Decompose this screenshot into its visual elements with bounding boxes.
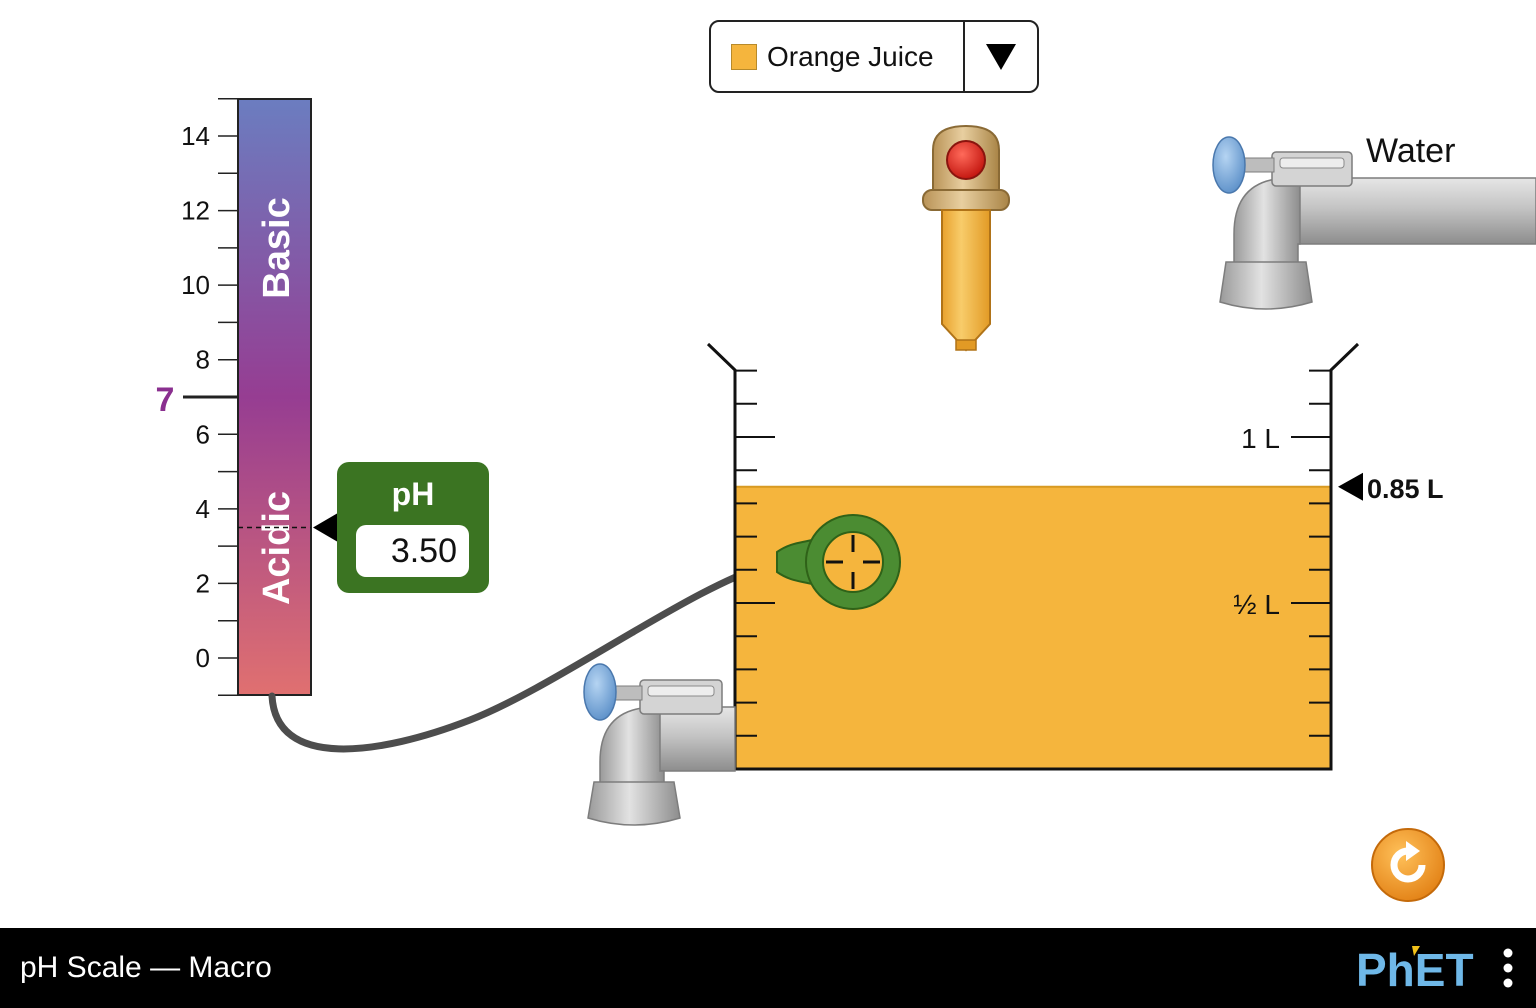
one-liter-label: 1 L <box>1241 423 1280 454</box>
drain-faucet <box>583 663 736 826</box>
ph-meter-readout: pH 3.50 <box>337 462 489 593</box>
beaker-ticks-left <box>735 369 775 737</box>
ph-scale-tick-label: 12 <box>181 196 210 226</box>
dropper-button[interactable] <box>946 140 986 180</box>
ph-scale: 0 2 4 6 8 10 12 14 7 Basic Acidic <box>156 97 337 697</box>
ph-meter-title: pH <box>391 476 435 512</box>
ph-scale-tick-label: 6 <box>196 419 210 449</box>
solute-combo-box[interactable]: Orange Juice <box>709 20 1039 93</box>
ph-scale-tick-label: 2 <box>196 568 210 598</box>
basic-label: Basic <box>256 197 298 298</box>
beaker-ticks-right <box>1291 369 1331 737</box>
acidic-label: Acidic <box>256 491 298 605</box>
volume-readout: 0.85 L <box>1367 474 1444 504</box>
water-faucet-handle[interactable] <box>1271 151 1353 187</box>
phet-logo[interactable]: PhET <box>1356 944 1484 992</box>
navigation-bar <box>0 928 1536 1008</box>
kebab-menu-icon[interactable] <box>1496 946 1520 990</box>
drain-faucet-handle[interactable] <box>639 679 723 715</box>
probe-cable <box>268 558 782 753</box>
solute-selected-label: Orange Juice <box>767 40 934 72</box>
dropdown-arrow-button[interactable] <box>965 22 1037 91</box>
water-faucet <box>1212 136 1536 310</box>
beaker <box>706 342 1360 771</box>
volume-indicator-arrow <box>1338 472 1363 501</box>
sim-title: pH Scale — Macro <box>20 951 272 984</box>
neutral-label: 7 <box>156 381 175 419</box>
ph-scale-tick-label: 14 <box>181 121 210 151</box>
ph-scale-bar <box>237 98 312 696</box>
water-faucet-knob[interactable] <box>1212 136 1246 194</box>
ph-probe[interactable] <box>776 514 901 610</box>
ph-scale-tick-label: 0 <box>196 643 210 673</box>
reset-all-button[interactable] <box>1370 827 1446 903</box>
ph-scale-tick-label: 4 <box>196 494 210 524</box>
ph-value-display: 3.50 <box>356 525 469 577</box>
crosshair-icon <box>826 535 880 589</box>
combo-divider <box>963 20 965 93</box>
solute-color-swatch <box>731 43 757 70</box>
ph-indicator-arrow <box>313 513 337 542</box>
sim-play-area: 0 2 4 6 8 10 12 14 7 Basic Acidic 1 L ½ L 0.85 … <box>156 97 1536 826</box>
ph-scale-tick-labels: 0 2 4 6 8 10 12 14 <box>181 121 210 673</box>
dropper[interactable] <box>922 124 1010 352</box>
ph-scale-tick-label: 8 <box>196 345 210 375</box>
drain-faucet-knob[interactable] <box>583 663 617 721</box>
reset-all-icon <box>1390 841 1426 883</box>
ph-scale-ticks <box>218 97 238 697</box>
triangle-down-icon <box>986 43 1016 70</box>
phet-logo-accent-icon <box>1412 946 1420 956</box>
water-label: Water <box>1366 132 1455 170</box>
half-liter-label: ½ L <box>1233 589 1280 620</box>
ph-scale-tick-label: 10 <box>181 270 210 300</box>
